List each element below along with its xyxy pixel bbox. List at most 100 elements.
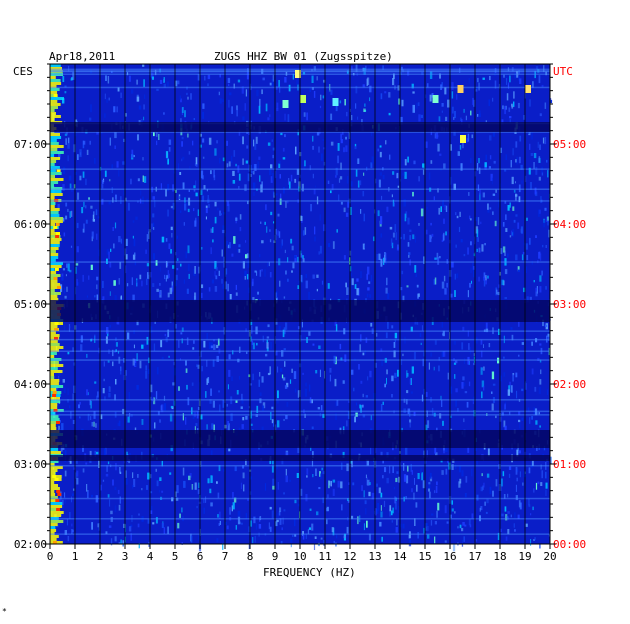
noise-streak: [312, 173, 314, 179]
noise-streak: [407, 70, 410, 76]
noise-streak: [169, 413, 173, 422]
noise-streak: [504, 200, 507, 204]
noise-streak: [421, 472, 423, 481]
noise-streak: [403, 398, 406, 403]
low-freq-energy: [50, 193, 63, 196]
noise-streak: [156, 480, 159, 487]
noise-streak: [77, 192, 80, 200]
noise-streak: [473, 362, 476, 366]
noise-streak: [128, 392, 130, 400]
noise-streak: [235, 525, 237, 530]
noise-streak: [219, 210, 221, 216]
noise-streak: [65, 215, 68, 220]
noise-streak: [310, 446, 312, 451]
noise-streak: [93, 211, 95, 215]
noise-streak: [346, 176, 349, 184]
noise-streak: [259, 372, 261, 377]
noise-streak: [545, 286, 547, 290]
noise-streak: [110, 248, 112, 252]
noise-streak: [382, 460, 384, 464]
noise-streak: [212, 400, 215, 408]
noise-streak: [318, 251, 320, 255]
noise-streak: [335, 167, 338, 176]
noise-streak: [276, 108, 279, 112]
noise-streak: [477, 114, 479, 117]
noise-streak: [169, 287, 173, 295]
noise-streak: [461, 528, 464, 532]
noise-streak: [296, 79, 299, 85]
noise-streak: [441, 110, 443, 113]
noise-streak: [318, 345, 321, 349]
noise-streak: [280, 132, 283, 136]
low-freq-energy: [50, 499, 60, 502]
noise-streak: [258, 379, 260, 387]
noise-streak: [197, 74, 201, 81]
low-freq-energy: [50, 382, 59, 385]
noise-streak: [418, 176, 420, 182]
noise-streak: [228, 369, 231, 377]
noise-streak: [438, 116, 441, 122]
noise-streak: [504, 106, 506, 115]
noise-streak: [425, 391, 428, 397]
noise-streak: [319, 245, 322, 254]
noise-streak: [417, 473, 420, 480]
noise-streak: [473, 353, 475, 356]
noise-streak: [508, 82, 510, 89]
noise-streak: [252, 170, 255, 175]
noise-streak: [247, 173, 250, 182]
noise-streak: [138, 105, 142, 110]
noise-streak: [445, 446, 448, 453]
noise-streak: [181, 107, 184, 113]
noise-streak: [217, 338, 220, 346]
noise-streak: [516, 449, 519, 457]
noise-streak: [482, 77, 485, 80]
noise-streak: [320, 405, 323, 411]
noise-streak: [355, 169, 358, 177]
noise-streak: [284, 361, 286, 367]
noise-streak: [479, 192, 481, 201]
noise-streak: [292, 534, 294, 537]
noise-streak: [172, 265, 175, 269]
noise-streak: [403, 463, 405, 471]
noise-streak: [305, 382, 307, 387]
noise-streak: [304, 413, 306, 418]
noise-streak: [214, 201, 217, 207]
noise-streak: [410, 326, 413, 332]
noise-streak: [360, 405, 362, 413]
noise-streak: [363, 108, 366, 112]
noise-streak: [314, 536, 317, 539]
noise-streak: [203, 185, 206, 190]
low-freq-energy: [50, 202, 56, 205]
noise-streak: [62, 75, 65, 82]
noise-streak: [159, 283, 161, 286]
noise-streak: [471, 513, 474, 519]
noise-streak: [228, 354, 231, 360]
noise-streak: [120, 539, 122, 545]
noise-streak: [69, 326, 71, 329]
low-freq-energy: [50, 247, 59, 250]
noise-streak: [109, 291, 111, 296]
noise-streak: [329, 367, 332, 373]
noise-streak: [226, 140, 228, 146]
noise-streak: [228, 99, 230, 108]
noise-streak: [184, 203, 187, 211]
noise-streak: [487, 448, 490, 457]
noise-streak: [210, 345, 214, 349]
noise-streak: [283, 492, 285, 495]
noise-streak: [128, 459, 131, 464]
noise-streak: [167, 292, 170, 298]
noise-streak: [272, 154, 274, 159]
noise-streak: [301, 319, 303, 328]
noise-streak: [412, 191, 414, 197]
noise-streak: [470, 267, 472, 274]
noise-streak: [516, 390, 518, 399]
noise-streak: [271, 510, 274, 519]
noise-streak: [363, 523, 365, 531]
noise-streak: [394, 332, 398, 339]
noise-streak: [168, 147, 171, 152]
noise-streak: [396, 471, 399, 474]
noise-streak: [192, 140, 194, 146]
noise-streak: [481, 244, 484, 252]
noise-streak: [456, 273, 459, 279]
noise-streak: [407, 242, 410, 247]
